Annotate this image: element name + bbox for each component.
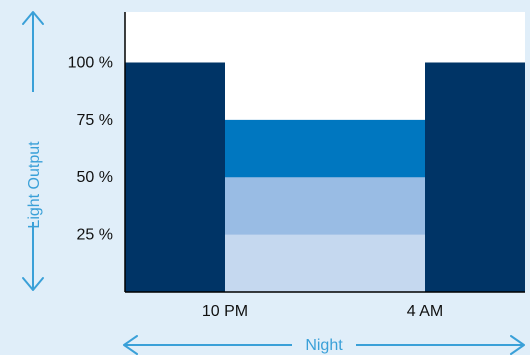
y-tick-labels: 25 % 50 % 75 % 100 % [68,54,113,243]
x-tick-labels: 10 PM 4 AM [202,303,443,320]
bar-segment-3-level-100 [425,62,525,292]
x-axis-label: Night [305,337,343,354]
x-axis-label-group: Night [124,336,524,354]
y-axis-label-group: Light Output [23,12,43,290]
x-tick-label: 10 PM [202,303,248,320]
y-tick-label: 50 % [77,169,113,186]
bar-segment-2-level-25 [225,235,425,292]
y-tick-label: 25 % [77,227,113,244]
bar-segment-1-level-100 [125,62,225,292]
y-tick-label: 75 % [77,112,113,129]
y-tick-label: 100 % [68,54,113,71]
y-axis-label: Light Output [26,141,43,229]
x-tick-label: 4 AM [407,303,443,320]
